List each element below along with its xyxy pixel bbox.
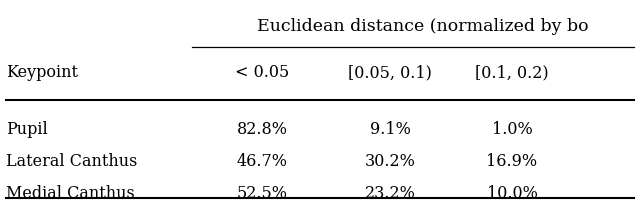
Text: 46.7%: 46.7% — [237, 152, 288, 169]
Text: Lateral Canthus: Lateral Canthus — [6, 152, 138, 169]
Text: Pupil: Pupil — [6, 120, 48, 137]
Text: 30.2%: 30.2% — [365, 152, 416, 169]
Text: 52.5%: 52.5% — [237, 184, 288, 200]
Text: 82.8%: 82.8% — [237, 120, 288, 137]
Text: 9.1%: 9.1% — [370, 120, 411, 137]
Text: 23.2%: 23.2% — [365, 184, 416, 200]
Text: < 0.05: < 0.05 — [236, 64, 289, 81]
Text: Keypoint: Keypoint — [6, 64, 79, 81]
Text: [0.05, 0.1): [0.05, 0.1) — [348, 64, 433, 81]
Text: 16.9%: 16.9% — [486, 152, 538, 169]
Text: 10.0%: 10.0% — [486, 184, 538, 200]
Text: Euclidean distance (normalized by bo: Euclidean distance (normalized by bo — [257, 18, 588, 35]
Text: 1.0%: 1.0% — [492, 120, 532, 137]
Text: Medial Canthus: Medial Canthus — [6, 184, 135, 200]
Text: [0.1, 0.2): [0.1, 0.2) — [475, 64, 549, 81]
